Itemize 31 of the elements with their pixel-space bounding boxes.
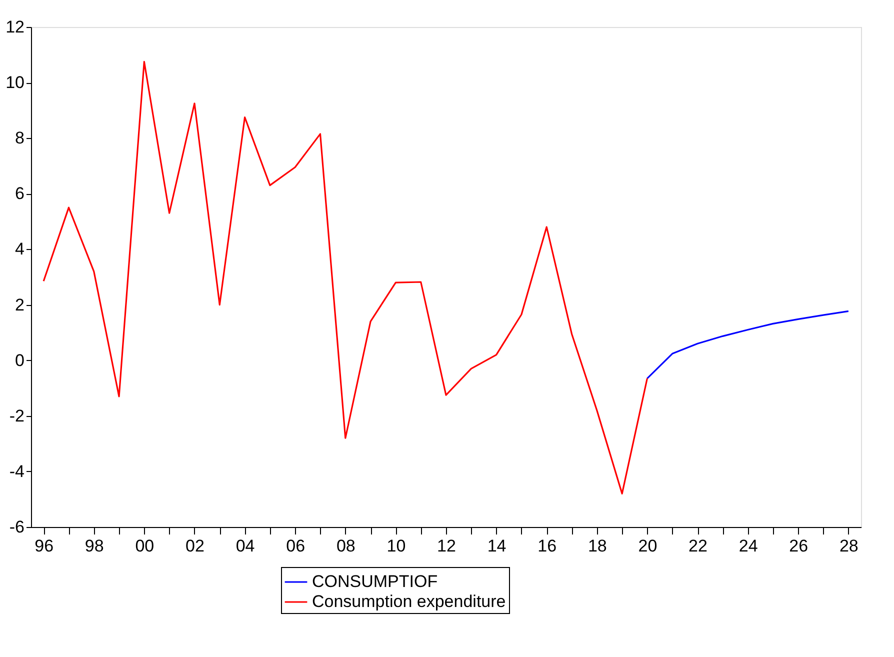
x-tick-label: 10 [386, 536, 406, 556]
x-tick-label: 18 [588, 536, 607, 556]
y-tick-label: 2 [15, 295, 24, 314]
y-tick-label: 0 [15, 350, 24, 370]
x-tick-label: 20 [638, 536, 658, 556]
line-series [646, 310, 850, 380]
x-tick-label: 16 [538, 536, 557, 556]
y-tick-label: 10 [6, 73, 24, 92]
x-tick-label: 06 [286, 536, 306, 556]
x-tick-label: 28 [839, 536, 858, 556]
y-tick-label: 8 [15, 128, 24, 148]
legend-label: CONSUMPTIOF [312, 572, 438, 591]
y-tick-label: 4 [15, 240, 24, 259]
y-tick-label: -6 [9, 518, 24, 536]
y-tick-label: -4 [9, 462, 24, 481]
line-series [42, 60, 648, 494]
x-tick-label: 24 [738, 536, 758, 556]
x-tick-label: 04 [236, 536, 255, 556]
y-tick-label: 6 [15, 184, 24, 204]
y-tick-label: -2 [9, 406, 24, 426]
x-tick-label: 00 [135, 536, 154, 556]
x-tick-label: 12 [437, 536, 456, 556]
x-tick-label: 98 [84, 536, 104, 556]
x-tick-label: 26 [789, 536, 808, 556]
x-tick-label: 14 [487, 536, 506, 556]
legend-label: Consumption expenditure [312, 592, 506, 611]
x-tick-label: 22 [688, 536, 708, 556]
y-tick-label: 12 [6, 18, 24, 36]
x-tick-label: 02 [186, 536, 204, 556]
x-tick-label: 08 [336, 536, 356, 556]
x-tick-label: 96 [34, 536, 54, 556]
